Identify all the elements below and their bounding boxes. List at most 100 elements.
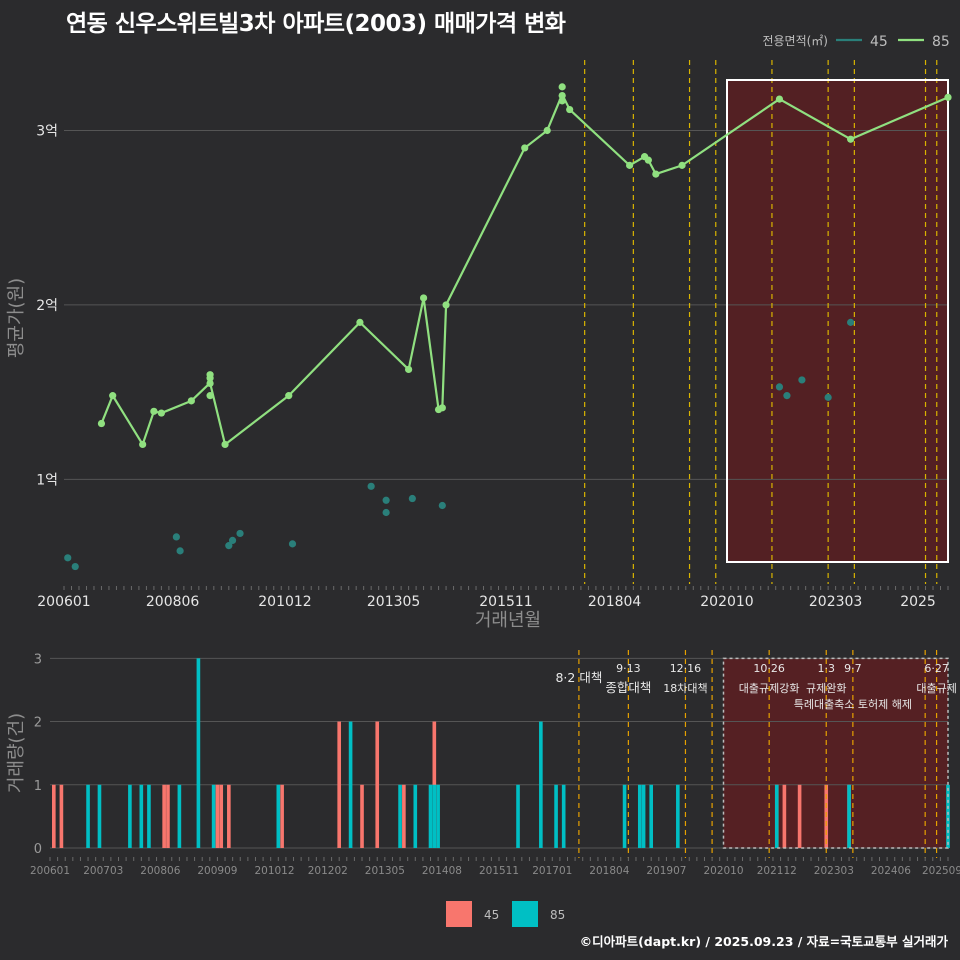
policy-label-sub: 18차대책 [663, 682, 707, 695]
highlight-region-bottom [723, 658, 948, 848]
bar-45 [375, 721, 380, 848]
bar-85 [147, 784, 151, 848]
point-85 [652, 170, 660, 178]
bar-85 [86, 784, 90, 848]
point-85 [644, 156, 652, 164]
point-45 [847, 318, 855, 326]
bar-45 [51, 784, 56, 848]
bar-85 [554, 784, 558, 848]
bar-85 [398, 784, 402, 848]
bar-85 [128, 784, 132, 848]
legend-label-85: 85 [932, 34, 950, 50]
x-tick-label: 201305 [367, 594, 420, 610]
x-tick-label: 200601 [37, 594, 90, 610]
x-tick-label-bottom: 201408 [422, 865, 462, 877]
x-tick-label-bottom: 201305 [365, 865, 405, 877]
x-tick-label-bottom: 202303 [814, 865, 854, 877]
point-45 [71, 562, 79, 571]
bar-45 [280, 784, 284, 848]
point-45 [236, 529, 244, 538]
x-tick-label-bottom: 200909 [197, 865, 237, 877]
legend-label-85-bottom: 85 [550, 908, 565, 922]
highlight-border-bottom [722, 657, 949, 849]
point-85 [847, 135, 855, 143]
bar-45 [162, 784, 166, 848]
point-85 [405, 365, 413, 374]
bar-85 [211, 784, 216, 848]
x-tick-label-bottom: 202509 [922, 865, 960, 877]
bar-85 [649, 784, 654, 848]
bar-45 [59, 784, 64, 848]
bar-85 [177, 784, 182, 848]
point-45 [824, 393, 832, 401]
y-tick-label: 3억 [36, 123, 58, 139]
bar-85 [641, 784, 646, 848]
policy-label-sub: 규제완화 [806, 682, 846, 695]
bar-85 [276, 784, 281, 848]
bar-85 [432, 784, 437, 848]
bar-45 [337, 721, 341, 848]
point-85 [285, 392, 293, 400]
bar-85 [436, 784, 440, 848]
bar-85 [516, 784, 520, 848]
x-tick-label: 202303 [809, 594, 862, 610]
point-85 [419, 294, 428, 302]
point-45 [64, 554, 72, 562]
point-85 [678, 161, 686, 169]
y-tick-label: 2억 [36, 298, 58, 314]
policy-label-sub: 종합대책 [605, 680, 651, 695]
policy-label: 12·16 [670, 662, 702, 675]
point-85 [139, 440, 147, 449]
bar-85 [97, 784, 102, 848]
bar-45 [215, 784, 220, 848]
bar-85 [196, 658, 201, 848]
point-45 [382, 496, 390, 504]
x-tick-label-bottom: 202010 [703, 865, 743, 877]
bar-85 [413, 784, 418, 848]
bar-85 [637, 784, 642, 848]
legend-label-45: 45 [870, 34, 888, 50]
chart-title: 연동 신우스위트빌3차 아파트(2003) 매매가격 변화 [66, 11, 566, 37]
point-85 [97, 419, 106, 428]
point-85 [221, 440, 229, 449]
bar-85 [539, 721, 543, 848]
bar-85 [946, 784, 950, 848]
point-85 [187, 397, 195, 405]
x-tick-label-bottom: 202112 [757, 865, 797, 877]
policy-label: 8·2 대책 [555, 670, 602, 685]
point-45 [225, 542, 233, 550]
bar-85 [622, 784, 627, 848]
y-axis-title: 평균가(원) [6, 278, 27, 358]
y-axis-title-bottom: 거래량(건) [6, 713, 27, 793]
point-85 [521, 144, 529, 152]
x-tick-label: 202010 [700, 594, 753, 610]
point-45 [288, 540, 297, 548]
point-45 [382, 508, 390, 517]
policy-label: 6·27 [924, 662, 949, 675]
bar-45 [219, 784, 224, 848]
bar-45 [166, 784, 170, 848]
x-tick-label-bottom: 201202 [308, 865, 348, 877]
bar-85 [561, 784, 566, 848]
highlight-region [727, 80, 948, 562]
policy-label: 10·26 [753, 662, 785, 675]
bar-45 [360, 784, 364, 848]
x-tick-label-bottom: 201511 [479, 865, 519, 877]
point-45 [176, 547, 184, 555]
point-45 [438, 501, 446, 510]
legend-swatch-85-bottom [512, 901, 538, 927]
point-85 [206, 392, 214, 400]
x-tick-label-bottom: 201804 [589, 865, 629, 877]
bar-45 [402, 784, 406, 848]
bar-85 [676, 784, 680, 848]
point-85 [558, 83, 566, 91]
point-45 [172, 533, 180, 541]
policy-label-sub: 대출규제강화 [739, 682, 800, 695]
point-85 [442, 301, 450, 309]
point-45 [775, 383, 784, 391]
y-tick-label-bottom: 0 [34, 842, 42, 857]
point-85 [150, 407, 158, 415]
policy-label-sub: 대출규제 [916, 682, 956, 695]
policy-label: 9·13 [616, 662, 641, 675]
point-85 [626, 161, 634, 169]
